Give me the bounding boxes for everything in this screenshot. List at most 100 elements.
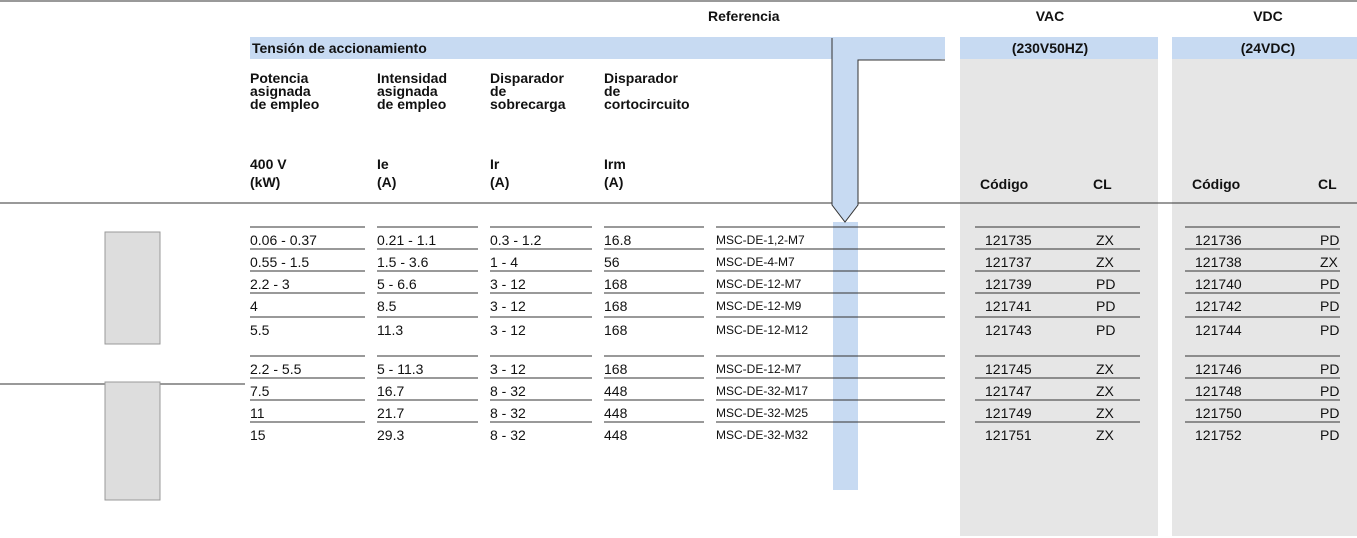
column-title: cortocircuito	[604, 96, 690, 112]
vdc-bar	[1172, 37, 1357, 59]
cell: 168	[604, 276, 628, 292]
cell: 0.06 - 0.37	[250, 232, 317, 248]
cell: 121744	[1195, 322, 1242, 338]
column-title: Disparador	[490, 70, 564, 86]
code-header: Código	[980, 176, 1029, 192]
cell: MSC-DE-32-M32	[716, 428, 809, 442]
vac-bar	[960, 37, 1158, 59]
column-title: asignada	[377, 83, 438, 99]
cell: 448	[604, 427, 628, 443]
cell: 5 - 6.6	[377, 276, 417, 292]
cell: 121736	[1195, 232, 1242, 248]
column-unit: (A)	[377, 174, 397, 190]
cell: ZX	[1096, 254, 1114, 270]
cell: 168	[604, 298, 628, 314]
cell: MSC-DE-12-M9	[716, 299, 802, 313]
column-unit: Irm	[604, 156, 626, 172]
cell: 121746	[1195, 361, 1242, 377]
cell: 0.21 - 1.1	[377, 232, 437, 248]
column-unit: 400 V	[250, 156, 287, 172]
cell: MSC-DE-32-M25	[716, 406, 809, 420]
cell: 121745	[985, 361, 1032, 377]
cell: 1.5 - 3.6	[377, 254, 429, 270]
cell: 121747	[985, 383, 1032, 399]
cell: 448	[604, 405, 628, 421]
cell: 3 - 12	[490, 322, 526, 338]
cell: 168	[604, 361, 628, 377]
cell: MSC-DE-12-M12	[716, 323, 809, 337]
cell: PD	[1096, 276, 1116, 292]
cell: ZX	[1096, 361, 1114, 377]
cell: 56	[604, 254, 620, 270]
cell: 121751	[985, 427, 1032, 443]
cell: ZX	[1096, 232, 1114, 248]
cell: 1 - 4	[490, 254, 519, 270]
cell: PD	[1320, 232, 1340, 248]
vac-band	[960, 38, 1158, 536]
section-title: Tensión de accionamiento	[252, 40, 427, 56]
header-vac: VAC	[1035, 8, 1065, 24]
column-title: asignada	[250, 83, 311, 99]
cell: 121749	[985, 405, 1032, 421]
code-header: Código	[1192, 176, 1241, 192]
cell: PD	[1320, 298, 1340, 314]
cell: 3 - 12	[490, 276, 526, 292]
cell: MSC-DE-12-M7	[716, 277, 802, 291]
cell: 8.5	[377, 298, 397, 314]
cell: 2.2 - 5.5	[250, 361, 302, 377]
cell: 448	[604, 383, 628, 399]
header-vac-sub: (230V50HZ)	[1011, 40, 1089, 56]
column-unit: (A)	[604, 174, 624, 190]
cell: 121737	[985, 254, 1032, 270]
cell: 5.5	[250, 322, 270, 338]
cell: 121742	[1195, 298, 1242, 314]
cell: PD	[1096, 298, 1116, 314]
cell: PD	[1320, 405, 1340, 421]
code-header: CL	[1318, 176, 1337, 192]
column-unit: (kW)	[250, 174, 281, 190]
cell: 11.3	[377, 322, 404, 338]
cell: 168	[604, 322, 628, 338]
cell: 29.3	[377, 427, 405, 443]
cell: 16.7	[377, 383, 405, 399]
cell: 121738	[1195, 254, 1242, 270]
column-title: de empleo	[377, 96, 447, 112]
cell: 21.7	[377, 405, 405, 421]
cell: 7.5	[250, 383, 270, 399]
cell: 0.3 - 1.2	[490, 232, 542, 248]
cell: 5 - 11.3	[377, 361, 424, 377]
header-vdc-sub: (24VDC)	[1240, 40, 1296, 56]
column-unit: (A)	[490, 174, 510, 190]
cell: 121748	[1195, 383, 1242, 399]
code-header: CL	[1093, 176, 1112, 192]
cell: PD	[1320, 427, 1340, 443]
product-image	[104, 231, 161, 345]
header-referencia: Referencia	[708, 8, 780, 24]
cell: MSC-DE-12-M7	[716, 362, 802, 376]
cell: PD	[1320, 361, 1340, 377]
cell: 3 - 12	[490, 361, 526, 377]
cell: PD	[1320, 322, 1340, 338]
cell: 8 - 32	[490, 383, 526, 399]
vdc-band	[1172, 38, 1357, 536]
column-title: Potencia	[250, 70, 309, 86]
product-image	[104, 381, 161, 501]
cell: 11	[250, 405, 265, 421]
column-title: de	[604, 83, 621, 99]
column-title: de empleo	[250, 96, 320, 112]
cell: 8 - 32	[490, 405, 526, 421]
cell: 121739	[985, 276, 1032, 292]
section-bar	[250, 37, 945, 59]
column-unit: Ir	[490, 156, 500, 172]
cell: 2.2 - 3	[250, 276, 290, 292]
column-title: sobrecarga	[490, 96, 566, 112]
column-title: Intensidad	[377, 70, 448, 86]
cell: PD	[1096, 322, 1116, 338]
cell: 16.8	[604, 232, 632, 248]
cell: 121743	[985, 322, 1032, 338]
column-unit: Ie	[377, 156, 389, 172]
cell: ZX	[1096, 405, 1114, 421]
column-title: Disparador	[604, 70, 678, 86]
